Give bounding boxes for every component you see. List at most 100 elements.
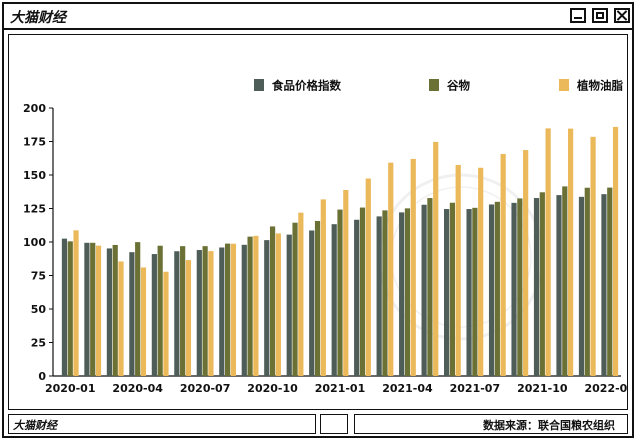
bar-cereal	[494, 201, 500, 376]
bar-chart: 食品价格指数 谷物 植物油脂 0 25 50 75 100 125 150 175 200 2020-…	[23, 79, 635, 396]
bar-food-index	[151, 254, 157, 376]
bar-cereal	[112, 244, 118, 376]
bar-food-index	[601, 194, 607, 376]
bar-cereal	[359, 207, 366, 376]
bar-food-index	[309, 230, 315, 376]
category-group	[376, 162, 394, 376]
x-tick-label: 2020-04	[112, 382, 163, 395]
bar-vegetable-oil	[118, 261, 124, 376]
bar-vegetable-oil	[230, 243, 236, 376]
bar-food-index	[241, 244, 247, 376]
bar-food-index	[61, 238, 68, 376]
bar-food-index	[196, 250, 202, 376]
x-tick-label: 2022-01	[585, 382, 627, 395]
y-tick-label: 25	[31, 337, 46, 350]
maximize-icon[interactable]	[592, 8, 608, 23]
bar-food-index	[556, 195, 562, 376]
status-source: 数据来源：联合国粮农组织	[483, 419, 615, 432]
app-window: 大猫财经 食品价格指数 谷物 植物油脂 0 25 50 75 100 125 150 175 200…	[2, 2, 635, 438]
bar-cereal	[269, 226, 276, 376]
x-tick-label: 2021-04	[382, 382, 433, 395]
bar-vegetable-oil	[275, 233, 281, 376]
status-bar: 大猫财经 数据来源：联合国粮农组织	[4, 414, 632, 436]
legend-vegetable-oil: 植物油脂	[559, 79, 623, 93]
category-group	[444, 164, 461, 376]
category-group	[466, 167, 484, 376]
chart-panel: 食品价格指数 谷物 植物油脂 0 25 50 75 100 125 150 175 200 2020-…	[8, 34, 635, 410]
category-group	[354, 178, 371, 376]
y-tick-label: 150	[23, 169, 46, 182]
category-group	[106, 244, 124, 376]
bar-cereal	[202, 246, 208, 376]
category-group	[129, 242, 147, 376]
bar-cereal	[225, 243, 231, 376]
bar-cereal	[562, 186, 568, 376]
category-group	[399, 158, 416, 376]
bar-vegetable-oil	[95, 245, 102, 376]
bar-food-index	[466, 209, 472, 376]
x-tick-label: 2021-01	[315, 382, 366, 395]
bar-vegetable-oil	[163, 271, 169, 376]
legend-swatch	[429, 79, 439, 91]
bar-vegetable-oil	[478, 167, 484, 376]
y-tick-label: 125	[23, 203, 46, 216]
bar-cereal	[292, 222, 298, 376]
x-tick-label: 2020-01	[45, 382, 96, 395]
bar-cereal	[472, 207, 478, 376]
x-tick-label: 2020-07	[180, 382, 231, 395]
bar-vegetable-oil	[320, 199, 326, 376]
category-group	[196, 246, 214, 376]
bar-food-index	[174, 251, 180, 376]
bar-cereal	[449, 202, 455, 376]
category-group	[421, 141, 439, 376]
bar-vegetable-oil	[523, 150, 529, 376]
category-group	[601, 126, 619, 376]
y-tick-label: 175	[23, 136, 46, 149]
category-group	[578, 136, 596, 376]
bar-cereal	[517, 198, 523, 376]
bar-cereal	[584, 187, 590, 376]
bar-cereal	[314, 220, 321, 376]
axes: 0 25 50 75 100 125 150 175 200 2020-01 2020-04 2020…	[23, 102, 635, 395]
y-tick-label: 200	[23, 102, 46, 115]
close-icon[interactable]	[614, 8, 630, 23]
bar-food-index	[399, 212, 405, 376]
bar-cereal	[607, 187, 613, 376]
x-tick-label: 2021-10	[517, 382, 568, 395]
category-group	[511, 150, 529, 376]
category-group	[219, 243, 236, 376]
bar-vegetable-oil	[253, 235, 259, 376]
x-tick-label: 2021-07	[450, 382, 501, 395]
bar-vegetable-oil	[298, 212, 304, 376]
bar-cereal	[539, 192, 545, 376]
bar-vegetable-oil	[568, 128, 574, 376]
bar-vegetable-oil	[410, 158, 416, 376]
legend-food-index: 食品价格指数	[254, 79, 341, 93]
bar-food-index	[219, 247, 225, 376]
category-group	[286, 212, 304, 376]
bar-vegetable-oil	[388, 162, 394, 376]
bar-vegetable-oil	[185, 260, 192, 376]
bar-cereal	[157, 245, 163, 376]
bar-vegetable-oil	[208, 251, 214, 376]
bar-cereal	[90, 242, 96, 376]
bar-food-index	[488, 204, 495, 376]
minimize-icon[interactable]	[570, 8, 586, 23]
legend-swatch	[254, 79, 264, 91]
bar-cereal	[382, 210, 388, 376]
legend-swatch	[559, 79, 569, 91]
bar-food-index	[106, 248, 112, 376]
bar-food-index	[331, 224, 337, 376]
legend-label: 植物油脂	[576, 79, 623, 93]
title-bar: 大猫财经	[4, 4, 632, 30]
category-group	[533, 128, 551, 376]
category-group	[331, 190, 349, 376]
status-cell-brand: 大猫财经	[8, 414, 316, 434]
window-title: 大猫财经	[10, 10, 66, 26]
bar-cereal	[247, 236, 253, 376]
status-cell-empty	[320, 414, 348, 434]
bar-food-index	[578, 196, 585, 376]
y-tick-label: 75	[31, 270, 46, 283]
bars	[61, 126, 619, 376]
y-tick-label: 0	[38, 370, 46, 383]
